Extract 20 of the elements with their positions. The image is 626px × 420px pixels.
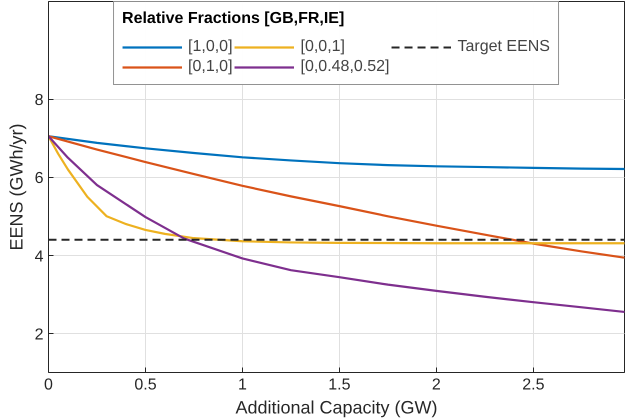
legend-label: Target EENS — [457, 38, 550, 56]
line-series — [48, 135, 624, 170]
legend-title: Relative Fractions [GB,FR,IE] — [122, 10, 346, 28]
legend-label: [0,0,1] — [300, 38, 345, 56]
y-tick-label: 6 — [34, 170, 44, 188]
x-tick-label: 1 — [238, 376, 247, 394]
legend-label: [1,0,0] — [188, 38, 233, 56]
x-tick-label: 0.5 — [134, 376, 157, 394]
x-tick-label: 1.5 — [328, 376, 351, 394]
x-axis-title: Additional Capacity (GW) — [235, 398, 438, 418]
x-tick-label: 2.5 — [522, 376, 545, 394]
x-tick-label: 2 — [432, 376, 441, 394]
y-axis-title: EENS (GWh/yr) — [6, 123, 27, 250]
legend-label: [0,1,0] — [188, 58, 233, 76]
y-tick-label: 4 — [34, 248, 44, 266]
legend-label: [0,0.48,0.52] — [300, 58, 390, 76]
y-tick-label: 2 — [34, 326, 44, 344]
y-tick-label: 8 — [34, 92, 44, 110]
x-tick-label: 0 — [44, 376, 54, 394]
line-series — [48, 135, 624, 314]
